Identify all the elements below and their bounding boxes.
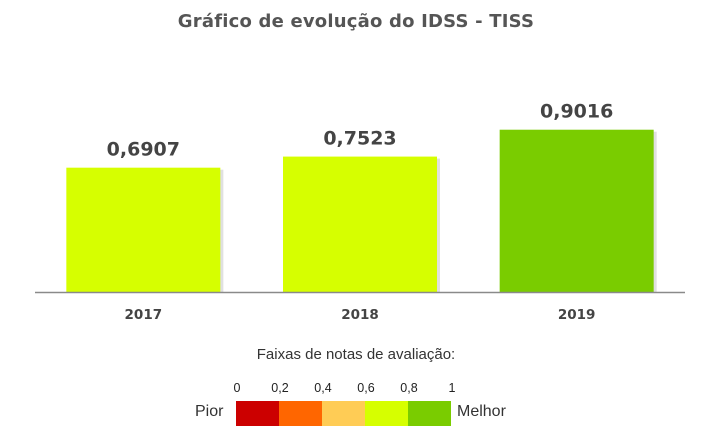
x-tick-label: 2018	[341, 307, 379, 323]
legend-scale-ticks: 0 0,2 0,4 0,6 0,8 1	[0, 381, 712, 397]
legend-tick: 0,6	[357, 381, 375, 395]
x-tick-label: 2019	[558, 307, 596, 323]
legend-swatch-0	[236, 401, 279, 426]
legend-tick: 0,4	[314, 381, 332, 395]
legend-tick: 0,2	[271, 381, 289, 395]
data-label: 0,6907	[107, 139, 180, 161]
bar-chart: 0,6907 2017 0,7523 2018 0,9016 2019	[35, 101, 685, 323]
legend-worst-label: Pior	[195, 403, 224, 420]
legend-color-scale	[236, 401, 451, 426]
bar-2019	[499, 129, 654, 292]
legend-swatch-2	[322, 401, 365, 426]
legend-swatch-1	[279, 401, 322, 426]
chart-title: Gráfico de evolução do IDSS - TISS	[177, 11, 535, 32]
bar-2017	[66, 167, 221, 292]
bar-2018	[283, 156, 437, 292]
legend-tick: 0	[233, 381, 241, 395]
legend-tick: 1	[448, 381, 456, 395]
legend-swatch-4	[408, 401, 451, 426]
legend-swatch-3	[365, 401, 408, 426]
legend-best-label: Melhor	[457, 403, 506, 420]
data-label: 0,9016	[540, 101, 613, 123]
legend-heading: Faixas de notas de avaliação:	[256, 346, 456, 363]
data-label: 0,7523	[323, 128, 396, 150]
x-tick-label: 2017	[125, 307, 163, 323]
legend-tick: 0,8	[400, 381, 418, 395]
